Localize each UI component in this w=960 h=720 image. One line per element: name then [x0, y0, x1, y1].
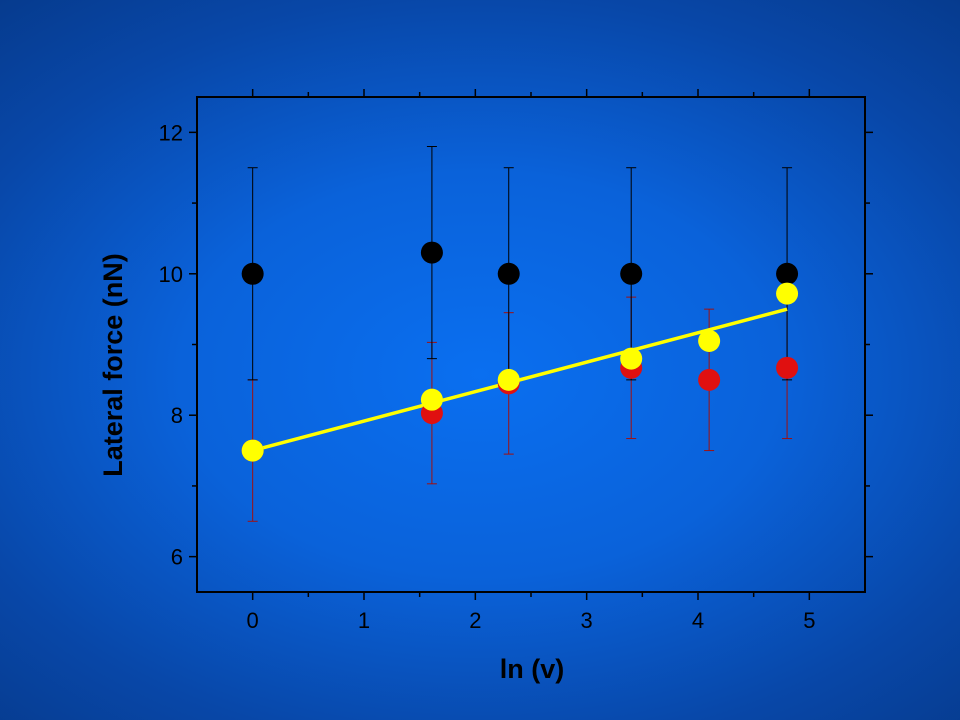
x-tick-label: 2 — [469, 608, 481, 633]
black-data-point — [497, 262, 520, 285]
yellow-data-point — [420, 388, 443, 411]
y-tick-label: 6 — [171, 545, 183, 570]
black-data-point — [420, 241, 443, 264]
black-data-point — [241, 262, 264, 285]
red-data-point — [698, 368, 721, 391]
y-tick-label: 12 — [159, 120, 183, 145]
fit-line — [252, 307, 788, 453]
fit-line-group — [252, 307, 788, 453]
y-tick-label: 10 — [159, 262, 183, 287]
yellow-data-point — [620, 347, 643, 370]
yellow-data-point — [497, 368, 520, 391]
yellow-data-point — [241, 439, 264, 462]
x-tick-label: 0 — [247, 608, 259, 633]
x-tick-label: 5 — [803, 608, 815, 633]
yellow-data-point — [698, 329, 721, 352]
x-tick-label: 3 — [581, 608, 593, 633]
y-axis-title: Lateral force (nN) — [98, 253, 128, 477]
x-tick-label: 4 — [692, 608, 704, 633]
red-data-point — [776, 356, 799, 379]
data-points — [241, 241, 799, 462]
y-tick-label: 8 — [171, 403, 183, 428]
black-data-point — [620, 262, 643, 285]
x-tick-label: 1 — [358, 608, 370, 633]
plot-frame — [196, 96, 866, 593]
x-axis-title: ln (v) — [500, 654, 565, 684]
axes — [189, 89, 873, 600]
black-data-point — [776, 262, 799, 285]
yellow-data-point — [776, 282, 799, 305]
